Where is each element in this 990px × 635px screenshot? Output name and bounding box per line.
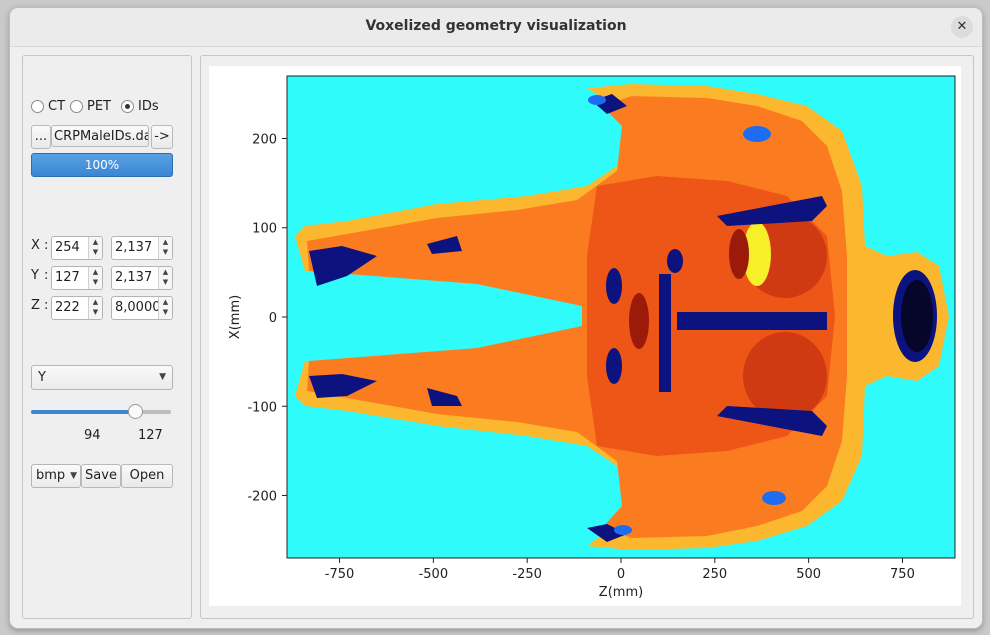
- y-size-spinbox[interactable]: 2,137 ▲ ▼: [111, 266, 173, 290]
- filename-button[interactable]: CRPMaleIDs.dat: [51, 125, 149, 147]
- x-tick-label: -500: [419, 567, 449, 582]
- x-axis-label: Z(mm): [599, 585, 643, 600]
- radio-ids-indicator[interactable]: [121, 100, 134, 113]
- load-progress-bar: 100%: [31, 153, 173, 177]
- z-separator: :: [44, 298, 49, 313]
- y-separator: :: [44, 268, 49, 283]
- bone-marrow-region: [762, 491, 786, 505]
- spin-arrows-icon[interactable]: ▲ ▼: [88, 237, 102, 259]
- x-tick-label: -250: [512, 567, 542, 582]
- x-separator: :: [44, 238, 49, 253]
- y-tick-label: -100: [247, 400, 277, 415]
- z-size-spinbox[interactable]: 8,0000 ▲ ▼: [111, 296, 173, 320]
- bone-structure: [717, 196, 827, 226]
- close-icon[interactable]: ✕: [951, 16, 973, 38]
- spin-arrows-icon[interactable]: ▲ ▼: [158, 297, 172, 319]
- bone-structure: [427, 388, 462, 406]
- browse-button[interactable]: ...: [31, 125, 51, 149]
- window-title: Voxelized geometry visualization: [365, 18, 627, 34]
- bone-marrow-region: [614, 525, 632, 535]
- z-index-value: 222: [55, 300, 80, 315]
- bone-marrow-region: [588, 95, 606, 105]
- x-axis-ticks: -750 -500 -250 0 250 500 750: [325, 558, 915, 582]
- x-axis-label: X: [31, 238, 40, 253]
- y-index-spinbox[interactable]: 127 ▲ ▼: [51, 266, 103, 290]
- voxel-slice-plot: -750 -500 -250 0 250 500 750 200 100 0 -100 -200 Z…: [228, 75, 956, 600]
- main-window: Voxelized geometry visualization ✕ CT PE…: [9, 7, 983, 629]
- y-axis-ticks: 200 100 0 -100 -200: [247, 132, 287, 505]
- slider-value-label: 94: [84, 428, 101, 443]
- radio-ids[interactable]: IDs: [121, 99, 159, 114]
- radio-ids-label: IDs: [138, 99, 159, 114]
- bone-structure: [717, 406, 827, 436]
- spin-arrows-icon[interactable]: ▲ ▼: [88, 267, 102, 289]
- hand-structure: [587, 524, 627, 542]
- y-axis-label: Y: [31, 268, 39, 283]
- x-index-value: 254: [55, 240, 80, 255]
- format-select[interactable]: bmp ▼: [31, 464, 81, 488]
- bone-marrow-region: [743, 126, 771, 142]
- format-select-value: bmp: [36, 468, 66, 483]
- x-tick-label: -750: [325, 567, 355, 582]
- voxel-body-image: [295, 84, 949, 550]
- organ-spot-dark: [629, 293, 649, 349]
- x-tick-label: 0: [617, 567, 625, 582]
- z-size-value: 8,0000: [115, 300, 161, 315]
- z-axis-label: Z: [31, 298, 40, 313]
- organ-spot-dark: [729, 229, 749, 279]
- x-index-spinbox[interactable]: 254 ▲ ▼: [51, 236, 103, 260]
- radio-pet[interactable]: PET: [70, 99, 111, 114]
- x-tick-label: 750: [890, 567, 915, 582]
- open-button[interactable]: Open: [121, 464, 173, 488]
- x-tick-label: 250: [702, 567, 727, 582]
- chevron-down-icon: ▼: [70, 471, 77, 481]
- y-index-value: 127: [55, 270, 80, 285]
- foot-structure: [309, 374, 377, 398]
- organ-region-lower: [743, 332, 827, 420]
- spin-arrows-icon[interactable]: ▲ ▼: [88, 297, 102, 319]
- slider-max-label: 127: [138, 428, 163, 443]
- spine-structure: [677, 312, 827, 330]
- x-tick-label: 500: [796, 567, 821, 582]
- plane-select-value: Y: [38, 370, 46, 385]
- radio-ct-indicator[interactable]: [31, 100, 44, 113]
- y-axis-label: X(mm): [228, 295, 243, 339]
- title-bar: Voxelized geometry visualization ✕: [10, 8, 982, 47]
- bone-structure: [606, 268, 622, 304]
- radio-ct-label: CT: [48, 99, 66, 114]
- y-tick-label: 100: [252, 222, 277, 237]
- radio-pet-indicator[interactable]: [70, 100, 83, 113]
- slice-slider-fill: [31, 410, 135, 414]
- head-core: [901, 280, 933, 352]
- y-tick-label: 200: [252, 132, 277, 147]
- bone-structure: [427, 236, 462, 254]
- y-tick-label: -200: [247, 490, 277, 505]
- spine-structure: [659, 274, 671, 392]
- spin-arrows-icon[interactable]: ▲ ▼: [158, 267, 172, 289]
- plot-area: -750 -500 -250 0 250 500 750 200 100 0 -100 -200 Z…: [209, 66, 961, 606]
- slice-slider-handle[interactable]: [127, 404, 143, 419]
- x-size-value: 2,137: [115, 240, 153, 255]
- y-tick-label: 0: [269, 311, 277, 326]
- control-panel: CT PET IDs ... CRPMaleIDs.dat -> 100% X …: [22, 55, 192, 619]
- spin-arrows-icon[interactable]: ▲ ▼: [158, 237, 172, 259]
- organ-region-yellow: [743, 222, 771, 286]
- radio-ct[interactable]: CT: [31, 99, 65, 114]
- load-arrow-button[interactable]: ->: [151, 125, 173, 149]
- x-size-spinbox[interactable]: 2,137 ▲ ▼: [111, 236, 173, 260]
- slice-slider[interactable]: [31, 404, 171, 419]
- foot-structure: [309, 246, 377, 286]
- bone-structure: [606, 348, 622, 384]
- y-size-value: 2,137: [115, 270, 153, 285]
- plane-select[interactable]: Y ▼: [31, 365, 173, 390]
- chevron-down-icon: ▼: [159, 372, 166, 382]
- radio-pet-label: PET: [87, 99, 111, 114]
- bone-structure: [667, 249, 683, 273]
- plot-panel: -750 -500 -250 0 250 500 750 200 100 0 -100 -200 Z…: [200, 55, 974, 619]
- save-button[interactable]: Save: [81, 464, 121, 488]
- z-index-spinbox[interactable]: 222 ▲ ▼: [51, 296, 103, 320]
